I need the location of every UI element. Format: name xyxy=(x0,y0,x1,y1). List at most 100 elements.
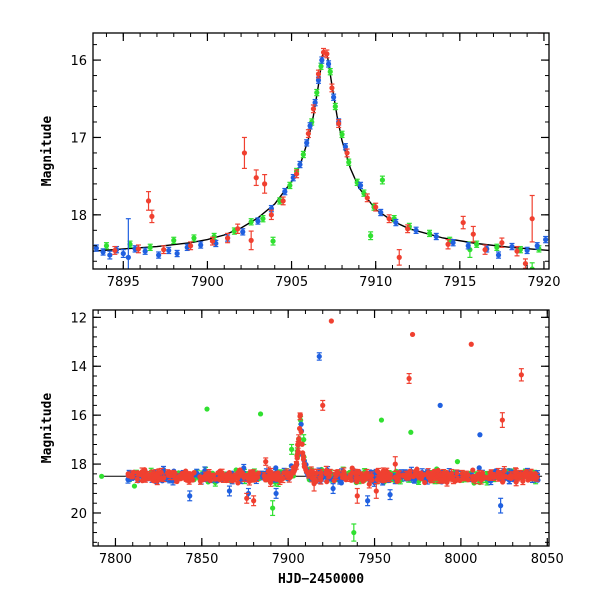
red-data-point xyxy=(505,474,511,481)
red-data-point xyxy=(460,476,466,482)
red-peak-point xyxy=(300,450,306,456)
x-tick-label: 7915 xyxy=(443,275,476,290)
red-data-point xyxy=(248,237,254,243)
green-data-point xyxy=(270,238,276,244)
red-data-point xyxy=(514,248,520,254)
red-outlier-point xyxy=(354,493,360,499)
red-data-point xyxy=(323,471,329,477)
red-data-point xyxy=(341,473,348,479)
red-data-point xyxy=(396,473,402,479)
blue-data-point xyxy=(93,245,99,251)
green-data-point xyxy=(327,69,333,75)
blue-data-point xyxy=(107,252,113,258)
red-data-point xyxy=(491,474,497,480)
red-data-point xyxy=(378,472,384,478)
y-tick-label: 18 xyxy=(70,458,87,473)
red-data-point xyxy=(324,51,330,57)
top-panel-frame xyxy=(92,32,550,270)
blue-data-point xyxy=(393,219,399,226)
red-data-point xyxy=(313,470,320,476)
green-data-point xyxy=(426,230,433,237)
red-data-point xyxy=(459,470,465,477)
red-data-point xyxy=(135,246,142,252)
bottom-panel-x-axis-label: HJD−2450000 xyxy=(278,572,364,587)
y-tick-label: 16 xyxy=(70,409,87,424)
red-peak-point xyxy=(299,441,305,447)
red-data-point xyxy=(262,477,269,483)
blue-data-point xyxy=(433,233,439,240)
red-outlier-point xyxy=(392,461,398,467)
green-data-point xyxy=(248,219,254,225)
green-data-point xyxy=(314,89,320,96)
x-tick-label: 7900 xyxy=(191,275,224,290)
red-outlier-point xyxy=(499,417,505,423)
red-data-point xyxy=(147,473,153,480)
red-data-point xyxy=(197,478,204,484)
blue-data-point xyxy=(290,175,296,181)
x-tick-label: 7905 xyxy=(275,275,308,290)
green-data-point xyxy=(191,235,197,241)
top-panel-ticks: 7895 7900 7905 7910 7915 7920 16 17 18 xyxy=(70,33,560,290)
red-data-point xyxy=(233,475,239,481)
red-data-point xyxy=(265,468,272,474)
blue-outlier-point xyxy=(273,490,279,497)
red-data-point xyxy=(421,472,427,478)
red-data-point xyxy=(347,473,353,479)
red-data-point xyxy=(331,478,337,484)
blue-data-point xyxy=(240,229,246,235)
y-tick-label: 17 xyxy=(70,131,87,146)
red-outlier-point xyxy=(468,341,474,347)
blue-data-point xyxy=(524,247,530,254)
red-data-point xyxy=(529,474,535,480)
green-data-point xyxy=(171,237,177,243)
green-data-point xyxy=(287,182,293,189)
blue-outlier-point xyxy=(437,402,443,408)
bottom-plot-area xyxy=(99,318,543,542)
red-data-point xyxy=(470,231,476,237)
red-data-point xyxy=(387,471,394,477)
blue-data-point xyxy=(543,236,549,243)
bottom-panel-ticks: 7800 7850 7900 7950 8000 8050 12 14 16 18 20 xyxy=(70,310,564,567)
red-data-point xyxy=(405,472,412,478)
red-data-point xyxy=(129,473,136,480)
red-data-point xyxy=(178,475,185,481)
red-data-point xyxy=(469,474,476,480)
blue-data-point xyxy=(331,94,337,100)
red-data-point xyxy=(523,472,529,478)
red-peak-point xyxy=(295,448,301,454)
red-data-point xyxy=(324,479,330,485)
red-data-point xyxy=(217,468,223,474)
red-peak-point xyxy=(300,456,307,462)
red-data-point xyxy=(394,478,400,484)
top-panel-data-layer xyxy=(93,33,549,269)
red-data-point xyxy=(280,475,286,482)
red-data-point xyxy=(366,481,372,487)
blue-data-point xyxy=(342,144,348,150)
red-data-point xyxy=(445,241,451,247)
bottom-panel-data-layer xyxy=(99,318,543,542)
red-data-point xyxy=(203,476,209,482)
x-tick-label: 7920 xyxy=(527,275,560,290)
red-data-point xyxy=(187,243,194,249)
blue-outlier-point xyxy=(330,485,336,492)
red-data-point xyxy=(158,476,164,482)
green-data-point xyxy=(379,177,386,183)
red-data-point xyxy=(522,260,529,267)
blue-data-point xyxy=(198,242,204,248)
model-curve xyxy=(93,51,549,252)
green-outlier-point xyxy=(270,505,276,511)
blue-data-point xyxy=(298,421,304,427)
blue-outlier-point xyxy=(365,498,371,504)
red-data-point xyxy=(501,467,507,474)
red-data-point xyxy=(396,254,402,260)
blue-data-point xyxy=(304,140,310,146)
red-data-point xyxy=(380,468,386,474)
red-data-point xyxy=(529,216,535,222)
red-data-point xyxy=(431,468,437,474)
y-tick-label: 18 xyxy=(70,209,87,224)
red-outlier-point xyxy=(251,498,257,504)
red-data-point xyxy=(305,130,311,137)
red-data-point xyxy=(414,466,420,472)
green-data-point xyxy=(494,244,500,250)
